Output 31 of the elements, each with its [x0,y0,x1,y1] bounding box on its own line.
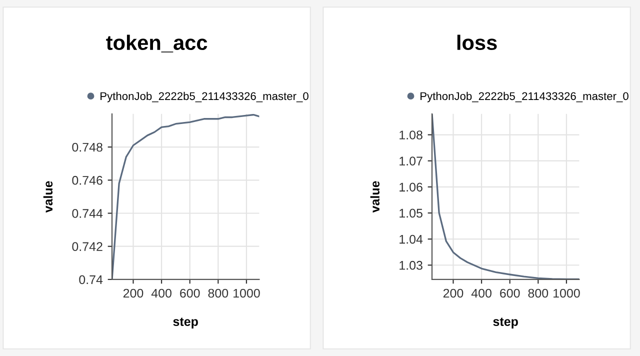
y-tick-label: 0.74 [79,275,103,284]
chart-title: token_acc [106,34,208,52]
y-tick-label: 0.746 [72,176,102,185]
x-axis-title: step [493,318,518,328]
y-tick-label: 1.05 [400,208,422,218]
x-axis-title: step [173,318,198,328]
line-series [112,114,260,280]
legend-label: PythonJob_2222b5_211433326_master_0 [420,92,628,102]
x-tick-label: 600 [500,288,520,298]
y-tick-label: 0.748 [72,142,102,152]
y-tick-label: 1.03 [400,260,422,270]
x-tick-label: 400 [151,288,172,298]
line-series [432,114,580,280]
y-tick-label: 1.08 [400,130,422,140]
legend-label: PythonJob_2222b5_211433326_master_0 [100,92,308,102]
chart-title: loss [457,34,497,50]
x-tick-label: 200 [123,288,144,298]
x-tick-label: 1000 [234,288,260,298]
x-tick-label: 600 [180,288,200,298]
y-tick-label: 1.06 [400,182,422,192]
y-tick-label: 0.744 [72,209,103,218]
y-tick-label: 0.742 [72,242,102,252]
y-axis-title: value [370,181,380,213]
x-tick-label: 400 [471,288,492,298]
y-tick-label: 1.07 [400,156,422,166]
x-tick-label: 200 [443,288,464,298]
x-tick-label: 1000 [554,288,580,298]
y-tick-label: 1.04 [400,234,423,244]
x-tick-label: 800 [208,288,228,298]
y-axis-title: value [43,181,53,213]
x-tick-label: 800 [528,288,548,298]
